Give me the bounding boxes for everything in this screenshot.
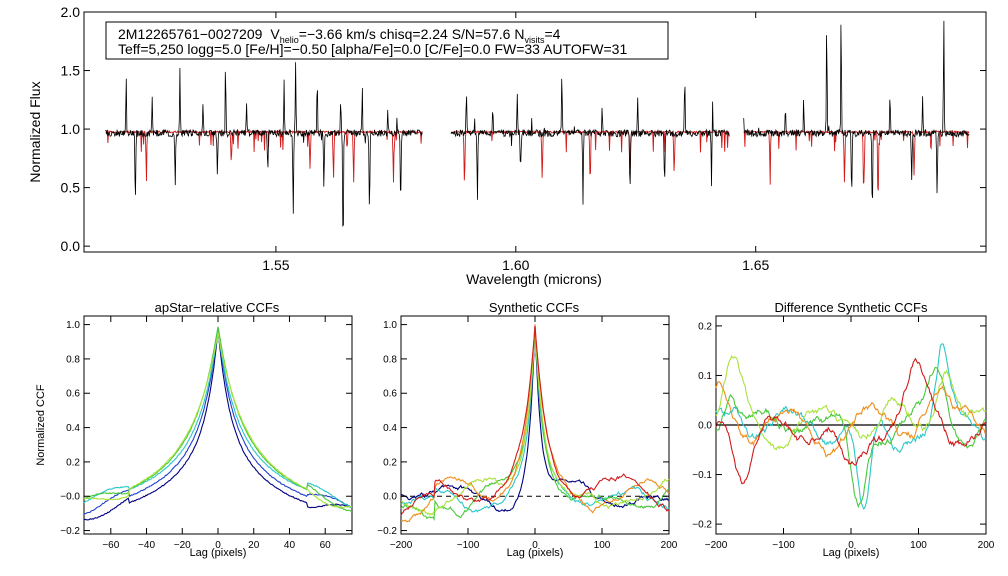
synthetic-ccf-y-axis: −0.2 0.0 0.2 0.4 0.6 0.8 1.0 xyxy=(377,320,669,537)
1-y-tick-label: 0.8 xyxy=(66,354,80,365)
3-x-tick-label: 200 xyxy=(978,540,995,551)
0-y-tick-label: 1.0 xyxy=(61,121,81,137)
1-x-tick-label: −40 xyxy=(138,540,155,551)
difference-ccf-title: Difference Synthetic CCFs xyxy=(775,300,928,315)
observed-spectrum-line xyxy=(743,20,970,198)
2-x-tick-label: −100 xyxy=(457,540,480,551)
1-x-tick-label: −20 xyxy=(174,540,191,551)
2-y-tick-label: 0.8 xyxy=(383,354,397,365)
0-x-tick-label: 1.65 xyxy=(742,257,769,273)
2-y-tick-label: −0.2 xyxy=(377,526,397,537)
synthetic-ccf-x-axis: −200 −100 0 100 200 xyxy=(390,316,678,551)
annotation-line-2: Teff=5,250 logg=5.0 [Fe/H]=−0.50 [alpha/… xyxy=(118,41,627,57)
1-x-tick-label: −60 xyxy=(102,540,119,551)
visit-5-ccf-line xyxy=(400,324,670,523)
2-y-tick-label: 0.2 xyxy=(383,457,397,468)
difference-ccf-y-axis: −0.2 −0.1 0.0 0.1 0.2 xyxy=(692,321,986,531)
spectrum-annotation-box: 2M12265761−0027209 Vhelio=−3.66 km/s chis… xyxy=(105,21,669,60)
visit-6-ccf-line xyxy=(400,326,670,516)
synthetic-ccf-series xyxy=(400,324,670,523)
1-y-tick-label: −0.0 xyxy=(60,492,80,503)
synthetic-ccf-x-axis-label: Lag (pixels) xyxy=(507,547,564,559)
spectrum-y-axis: 0.0 0.5 1.0 1.5 2.0 xyxy=(61,4,986,254)
1-y-tick-label: 1.0 xyxy=(66,320,80,331)
difference-ccf-x-axis-label: Lag (pixels) xyxy=(823,547,880,559)
spectrum-plot-frame xyxy=(83,11,987,253)
3-y-tick-label: 0.0 xyxy=(698,421,712,432)
0-y-tick-label: 0.0 xyxy=(61,238,81,254)
apstar-ccf-series xyxy=(83,326,353,521)
2-x-tick-label: 100 xyxy=(594,540,611,551)
vhelio-symbol: V xyxy=(270,26,280,42)
3-x-tick-label: −100 xyxy=(772,540,795,551)
3-y-tick-label: −0.1 xyxy=(692,470,712,481)
3-y-tick-label: 0.1 xyxy=(698,371,712,382)
2-x-tick-label: 200 xyxy=(661,540,678,551)
1-x-tick-label: 20 xyxy=(248,540,260,551)
3-x-tick-label: −200 xyxy=(705,540,728,551)
0-y-tick-label: 1.5 xyxy=(61,62,81,78)
3-y-tick-label: 0.2 xyxy=(698,321,712,332)
0-y-tick-label: 2.0 xyxy=(61,4,81,20)
star-id: 2M12265761−0027209 xyxy=(118,26,263,42)
apstar-ccf-panel: apStar−relative CCFs −60 −40 −20 0 20 40 60 −0… xyxy=(35,300,353,559)
difference-ccf-panel: Difference Synthetic CCFs −200 −100 0 100 20… xyxy=(692,300,995,559)
1-y-tick-label: 0.4 xyxy=(66,423,80,434)
observed-spectrum-line xyxy=(105,62,423,227)
2-x-tick-label: −200 xyxy=(390,540,413,551)
spectrum-panel: 1.55 1.60 1.65 0.0 0.5 1.0 1.5 2.0 Wavelength … xyxy=(27,4,987,287)
visit-2-ccf-line xyxy=(715,366,987,509)
spectrum-y-axis-label: Normalized Flux xyxy=(27,81,43,182)
0-y-tick-label: 0.5 xyxy=(61,180,81,196)
1-y-tick-label: −0.2 xyxy=(60,526,80,537)
visit-5-ccf-line xyxy=(83,332,353,509)
vhelio-subscript: helio xyxy=(280,35,299,45)
3-x-tick-label: 0 xyxy=(848,540,854,551)
2-y-tick-label: 0.6 xyxy=(383,389,397,400)
1-x-tick-label: 0 xyxy=(215,540,221,551)
3-y-tick-label: −0.2 xyxy=(692,520,712,531)
difference-ccf-series xyxy=(715,343,987,510)
visit-5-ccf-line xyxy=(715,357,987,485)
annotation-line-1: 2M12265761−0027209 Vhelio=−3.66 km/s chis… xyxy=(118,26,561,45)
annotation-frame xyxy=(105,21,669,60)
2-y-tick-label: 1.0 xyxy=(383,320,397,331)
nvisits-subscript: visits xyxy=(524,35,544,45)
1-y-tick-label: 0.2 xyxy=(66,457,80,468)
spectrum-x-axis-label: Wavelength (microns) xyxy=(466,271,602,287)
apstar-ccf-y-axis-label: Normalized CCF xyxy=(35,384,47,466)
1-y-tick-label: 0.6 xyxy=(66,389,80,400)
2-y-tick-label: 0.4 xyxy=(383,423,397,434)
0-x-tick-label: 1.55 xyxy=(262,257,289,273)
synthetic-ccf-title: Synthetic CCFs xyxy=(489,300,580,315)
apstar-ccf-y-axis: −0.2 −0.0 0.2 0.4 0.6 0.8 1.0 xyxy=(60,320,352,537)
difference-ccf-x-axis: −200 −100 0 100 200 xyxy=(705,316,995,551)
observed-spectrum-line xyxy=(450,78,730,205)
nvisits-value: =4 xyxy=(544,26,560,42)
apstar-ccf-x-axis: −60 −40 −20 0 20 40 60 xyxy=(102,316,331,551)
spectrum-series xyxy=(105,20,970,227)
1-x-tick-label: 60 xyxy=(320,540,332,551)
spectrum-x-axis: 1.55 1.60 1.65 xyxy=(262,12,770,273)
0-x-tick-label: 1.60 xyxy=(502,257,529,273)
stats-text: =−3.66 km/s chisq=2.24 S/N=57.6 N xyxy=(299,26,525,42)
1-x-tick-label: 40 xyxy=(284,540,296,551)
3-x-tick-label: 100 xyxy=(910,540,927,551)
synthetic-ccf-panel: Synthetic CCFs −200 −100 0 100 200 −0.2 0.0 0.… xyxy=(377,300,678,559)
apstar-ccf-title: apStar−relative CCFs xyxy=(155,300,280,315)
apstar-ccf-x-axis-label: Lag (pixels) xyxy=(190,547,247,559)
2-x-tick-label: 0 xyxy=(532,540,538,551)
2-y-tick-label: 0.0 xyxy=(383,492,397,503)
